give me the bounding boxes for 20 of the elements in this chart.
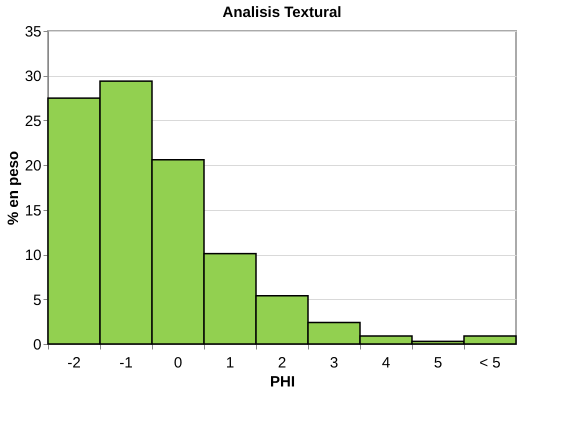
x-tick-label: 0 (174, 354, 182, 372)
x-tick-label: 4 (382, 354, 390, 372)
x-axis-title: PHI (270, 374, 296, 390)
y-tick-label: 25 (24, 112, 42, 130)
y-tick-label: 0 (33, 336, 42, 354)
x-tick-label: -1 (119, 354, 133, 372)
y-axis-title: % en peso (4, 150, 22, 226)
y-tick-label: 5 (33, 292, 42, 309)
y-tick-label: 20 (24, 158, 42, 175)
x-tick-label: 5 (434, 354, 442, 372)
y-tick-label: 35 (24, 24, 42, 40)
x-tick-label: 2 (278, 354, 286, 372)
x-tick-label: < 5 (479, 354, 501, 372)
y-tick-label: 30 (24, 68, 42, 86)
y-tick-label: 10 (24, 247, 42, 264)
chart-title: Analisis Textural (222, 4, 342, 21)
y-tick-label: 15 (24, 202, 42, 220)
x-tick-label: 1 (226, 354, 234, 372)
x-tick-label: -2 (67, 354, 81, 372)
x-tick-label: 3 (330, 354, 338, 372)
